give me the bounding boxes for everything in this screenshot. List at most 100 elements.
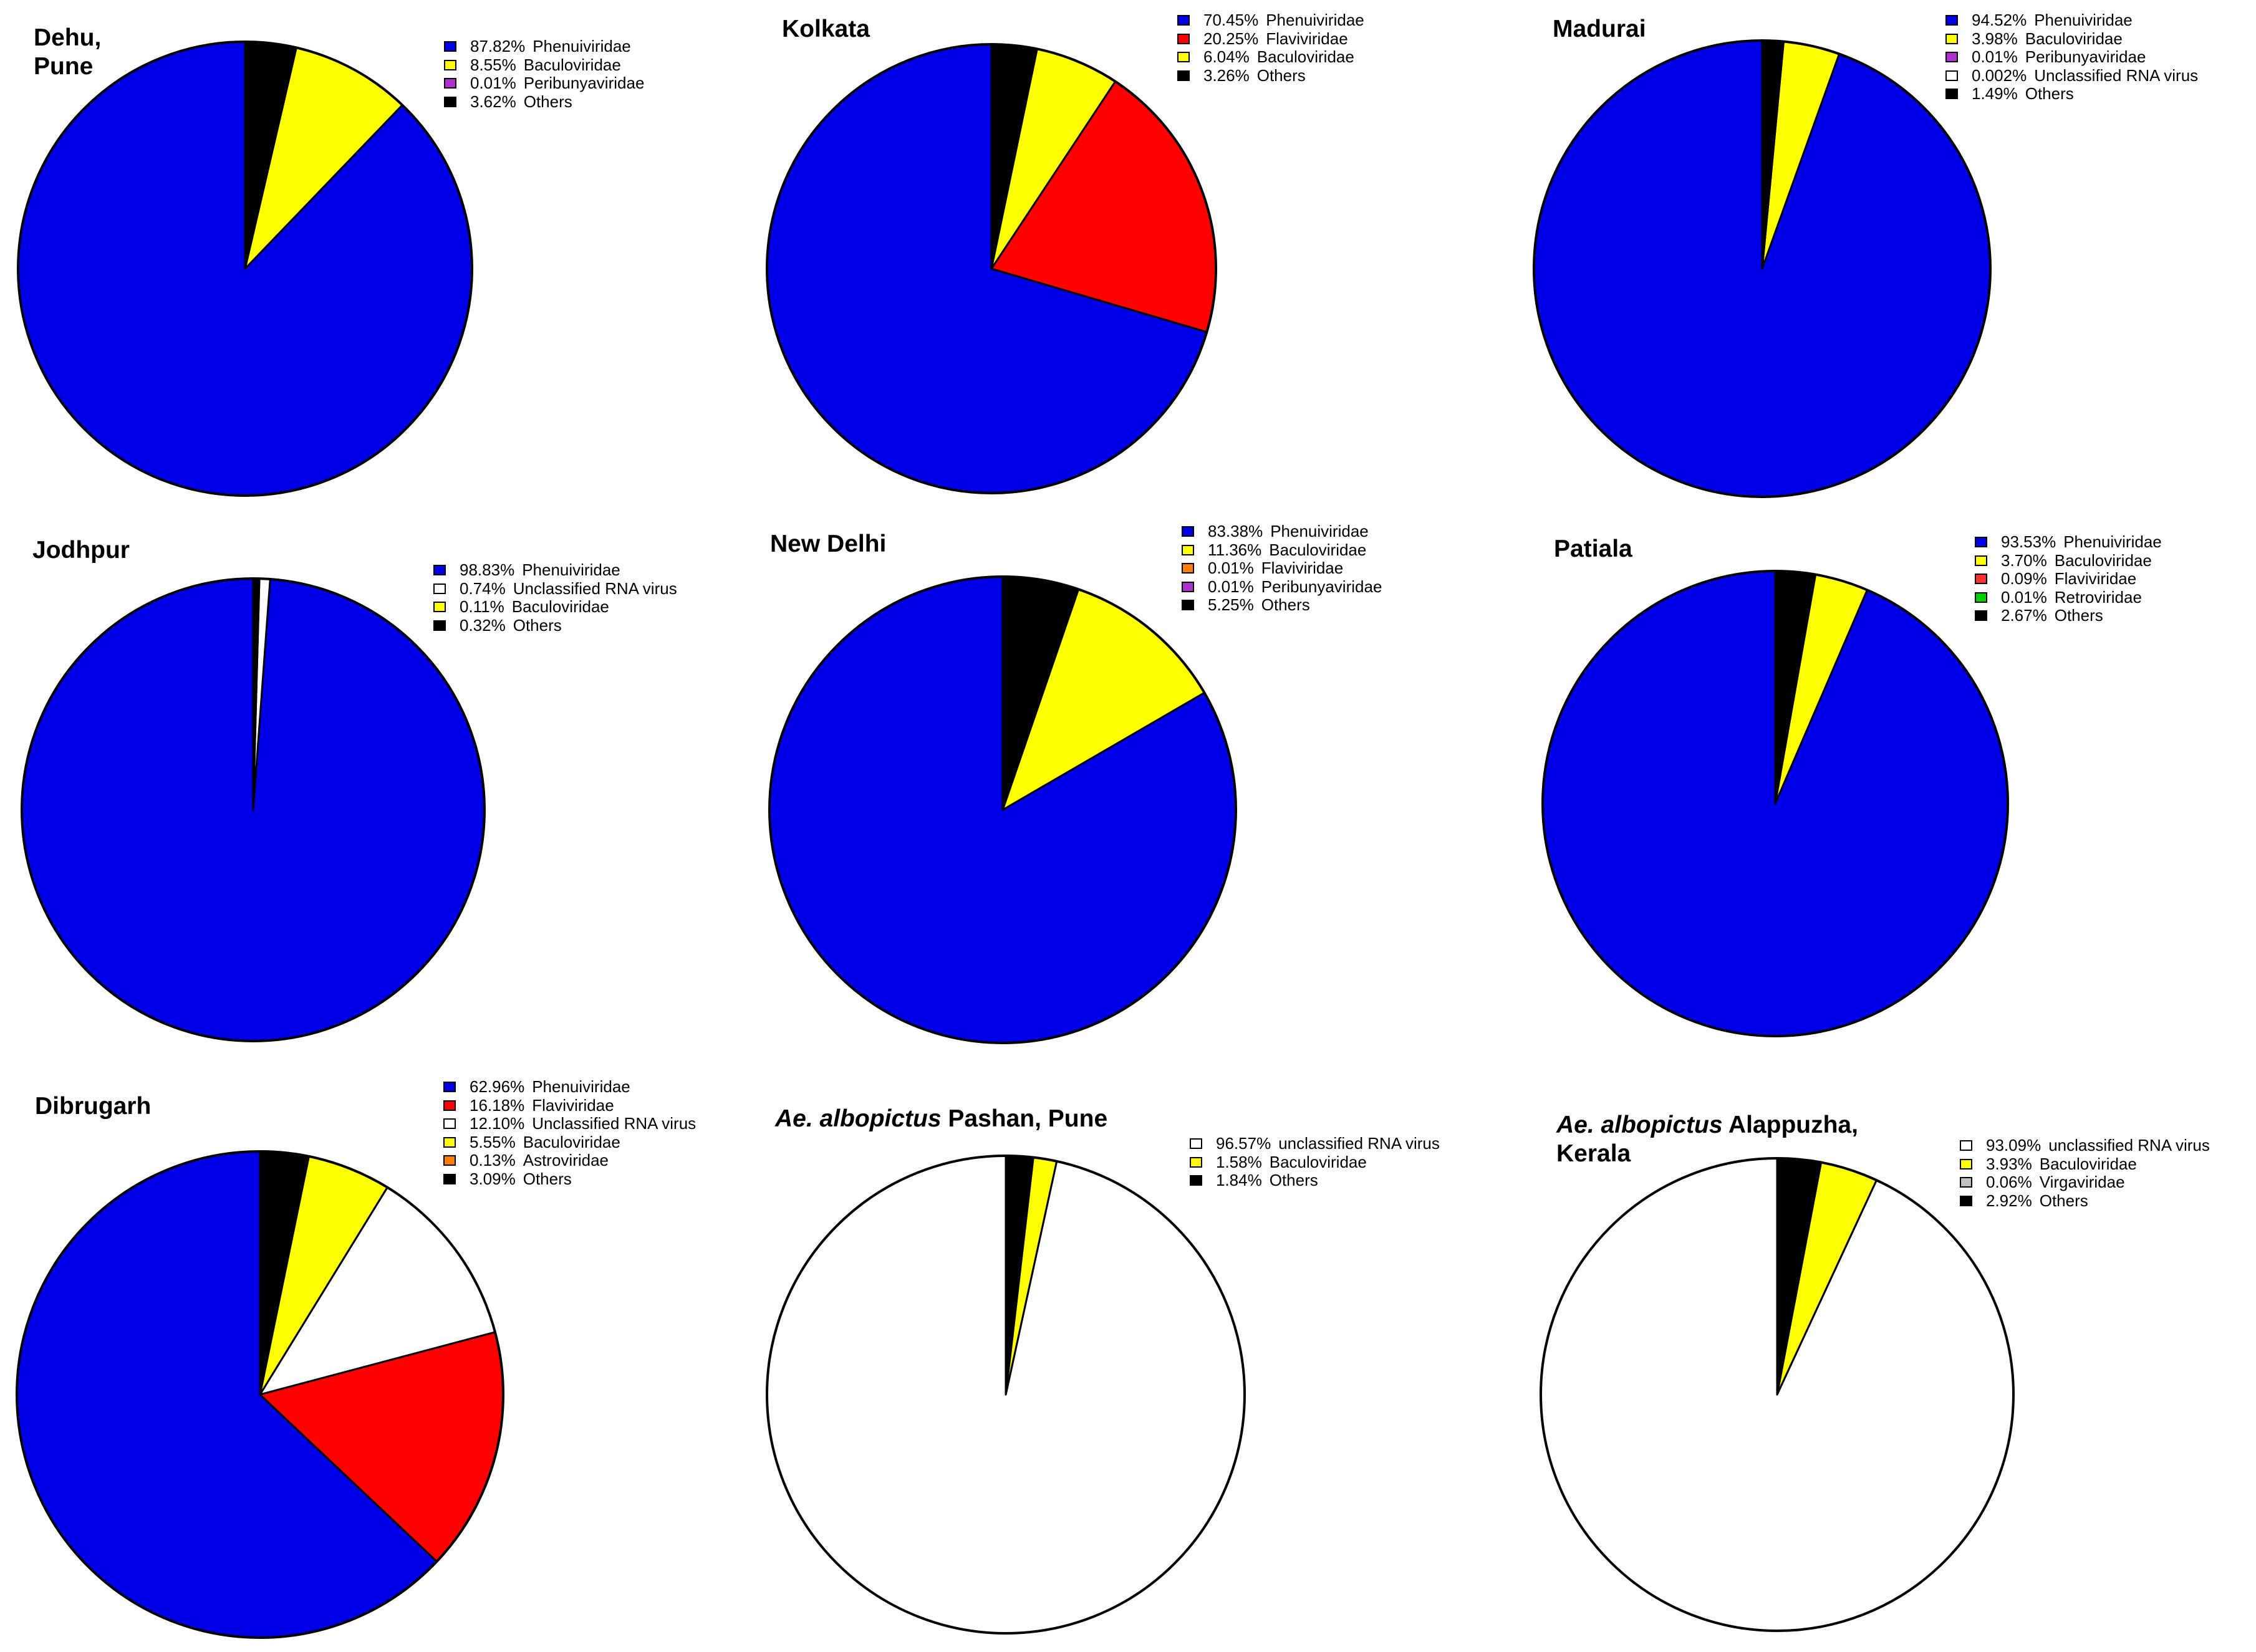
legend-entry: 1.58% Baculoviridae: [1190, 1153, 1440, 1172]
legend-swatch: [444, 41, 456, 52]
legend-swatch: [1190, 1138, 1202, 1150]
legend-entry: 0.01% Peribunyaviridae: [1945, 47, 2198, 67]
legend-label: Peribunyaviridae: [523, 74, 645, 93]
legend-entry: 12.10% Unclassified RNA virus: [443, 1114, 697, 1133]
legend-label: Baculoviridae: [2025, 29, 2123, 48]
legend-label: Flaviviridae: [1266, 29, 1348, 48]
legend-percent: 3.26%: [1203, 65, 1250, 85]
panel-title-kolkata: Kolkata: [782, 16, 870, 42]
legend-percent: 1.58%: [1216, 1152, 1262, 1171]
pie-chart-1: [766, 43, 1217, 494]
legend-entry: 87.82% Phenuiviridae: [444, 37, 644, 56]
legend-swatch: [443, 1136, 456, 1148]
legend-swatch: [1960, 1195, 1972, 1206]
pie-outline: [1533, 39, 1992, 498]
legend-entry: 3.26% Others: [1177, 65, 1364, 85]
legend-swatch: [1945, 70, 1958, 81]
panel-title-new-delhi: New Delhi: [770, 531, 887, 557]
legend-new-delhi: 83.38% Phenuiviridae 11.36% Baculoviridae 0.…: [1182, 522, 1382, 615]
legend-entry: 0.002% Unclassified RNA virus: [1945, 66, 2198, 85]
legend-label: Peribunyaviridae: [2025, 47, 2146, 67]
legend-label: Phenuiviridae: [1270, 522, 1369, 541]
legend-label: Others: [513, 615, 562, 635]
legend-entry: 96.57% unclassified RNA virus: [1190, 1134, 1440, 1153]
legend-label: Phenuiviridae: [532, 1077, 630, 1097]
legend-swatch: [433, 620, 446, 631]
panel-title-patiala: Patiala: [1554, 535, 1632, 562]
legend-swatch: [1960, 1140, 1972, 1151]
legend-swatch: [443, 1082, 456, 1093]
legend-kolkata: 70.45% Phenuiviridae 20.25% Flaviviridae 6.0…: [1177, 11, 1364, 85]
pie-outline: [768, 575, 1237, 1044]
legend-percent: 2.92%: [1986, 1191, 2032, 1210]
legend-label: Astroviridae: [523, 1151, 609, 1170]
legend-jodhpur: 98.83% Phenuiviridae 0.74% Unclassified RNA…: [433, 560, 677, 635]
legend-entry: 0.01% Peribunyaviridae: [1182, 577, 1382, 597]
legend-label: Flaviviridae: [2054, 569, 2137, 588]
legend-entry: 70.45% Phenuiviridae: [1177, 11, 1364, 30]
legend-swatch: [443, 1118, 456, 1130]
legend-label: Others: [2039, 1191, 2088, 1210]
legend-entry: 98.83% Phenuiviridae: [433, 560, 677, 580]
legend-percent: 93.09%: [1986, 1136, 2041, 1155]
title-location: Pashan, Pune: [941, 1105, 1108, 1132]
legend-percent: 98.83%: [460, 560, 515, 580]
legend-patiala: 93.53% Phenuiviridae 3.70% Baculoviridae 0.0…: [1975, 532, 2162, 625]
legend-swatch: [443, 1155, 456, 1166]
legend-swatch: [433, 583, 446, 594]
legend-swatch: [1182, 600, 1194, 611]
legend-swatch: [443, 1173, 456, 1184]
legend-label: Phenuiviridae: [2034, 11, 2133, 30]
legend-swatch: [433, 565, 446, 576]
legend-percent: 87.82%: [470, 37, 526, 56]
legend-swatch: [1190, 1175, 1202, 1186]
legend-swatch: [443, 1100, 456, 1111]
pie-chart-6: [16, 1150, 504, 1639]
legend-percent: 0.74%: [460, 579, 506, 598]
legend-label: Baculoviridae: [511, 597, 609, 617]
title-line-2: Pune: [34, 53, 94, 80]
legend-label: unclassified RNA virus: [2048, 1136, 2210, 1155]
legend-label: Others: [1261, 595, 1310, 615]
panel-title-dibrugarh: Dibrugarh: [35, 1093, 152, 1120]
legend-entry: 5.25% Others: [1182, 595, 1382, 615]
legend-entry: 3.93% Baculoviridae: [1960, 1155, 2210, 1174]
pie-outline: [1541, 570, 2009, 1037]
pie-outline: [16, 1150, 504, 1639]
pie-outline: [766, 1155, 1246, 1635]
pie-chart-8: [1540, 1157, 2015, 1632]
legend-swatch: [1182, 544, 1194, 555]
legend-entry: 0.11% Baculoviridae: [433, 597, 677, 617]
legend-label: Unclassified RNA virus: [513, 579, 677, 598]
legend-label: Baculoviridae: [1269, 540, 1367, 559]
legend-swatch: [1945, 33, 1958, 44]
legend-entry: 3.09% Others: [443, 1169, 696, 1189]
pie-chart-2: [1533, 39, 1992, 498]
legend-label: Unclassified RNA virus: [532, 1114, 697, 1133]
legend-label: Baculoviridae: [523, 55, 621, 74]
legend-swatch: [1177, 15, 1190, 26]
pie-chart-0: [17, 41, 473, 497]
pie-outline: [21, 577, 486, 1042]
legend-swatch: [1945, 89, 1958, 100]
legend-label: Others: [1256, 65, 1306, 85]
legend-entry: 11.36% Baculoviridae: [1182, 540, 1382, 560]
legend-madurai: 94.52% Phenuiviridae 3.98% Baculoviridae 0.0…: [1945, 11, 2198, 103]
panel-title-pashan-pune: Ae. albopictus Pashan, Pune: [775, 1105, 1107, 1133]
legend-entry: 93.09% unclassified RNA virus: [1960, 1136, 2210, 1155]
legend-swatch: [1975, 610, 1987, 622]
legend-percent: 3.70%: [2001, 550, 2047, 570]
legend-percent: 6.04%: [1203, 47, 1250, 67]
legend-label: Phenuiviridae: [533, 37, 631, 56]
legend-entry: 0.06% Virgaviridae: [1960, 1173, 2210, 1192]
legend-entry: 93.53% Phenuiviridae: [1975, 532, 2162, 552]
legend-entry: 0.74% Unclassified RNA virus: [433, 579, 677, 598]
legend-percent: 0.13%: [470, 1151, 516, 1170]
legend-percent: 16.18%: [470, 1095, 525, 1115]
legend-percent: 2.67%: [2001, 606, 2047, 625]
legend-label: Baculoviridae: [2054, 550, 2152, 570]
legend-entry: 2.92% Others: [1960, 1191, 2210, 1211]
legend-percent: 8.55%: [470, 55, 516, 74]
legend-entry: 3.62% Others: [444, 92, 644, 112]
pie-outline: [17, 41, 473, 497]
